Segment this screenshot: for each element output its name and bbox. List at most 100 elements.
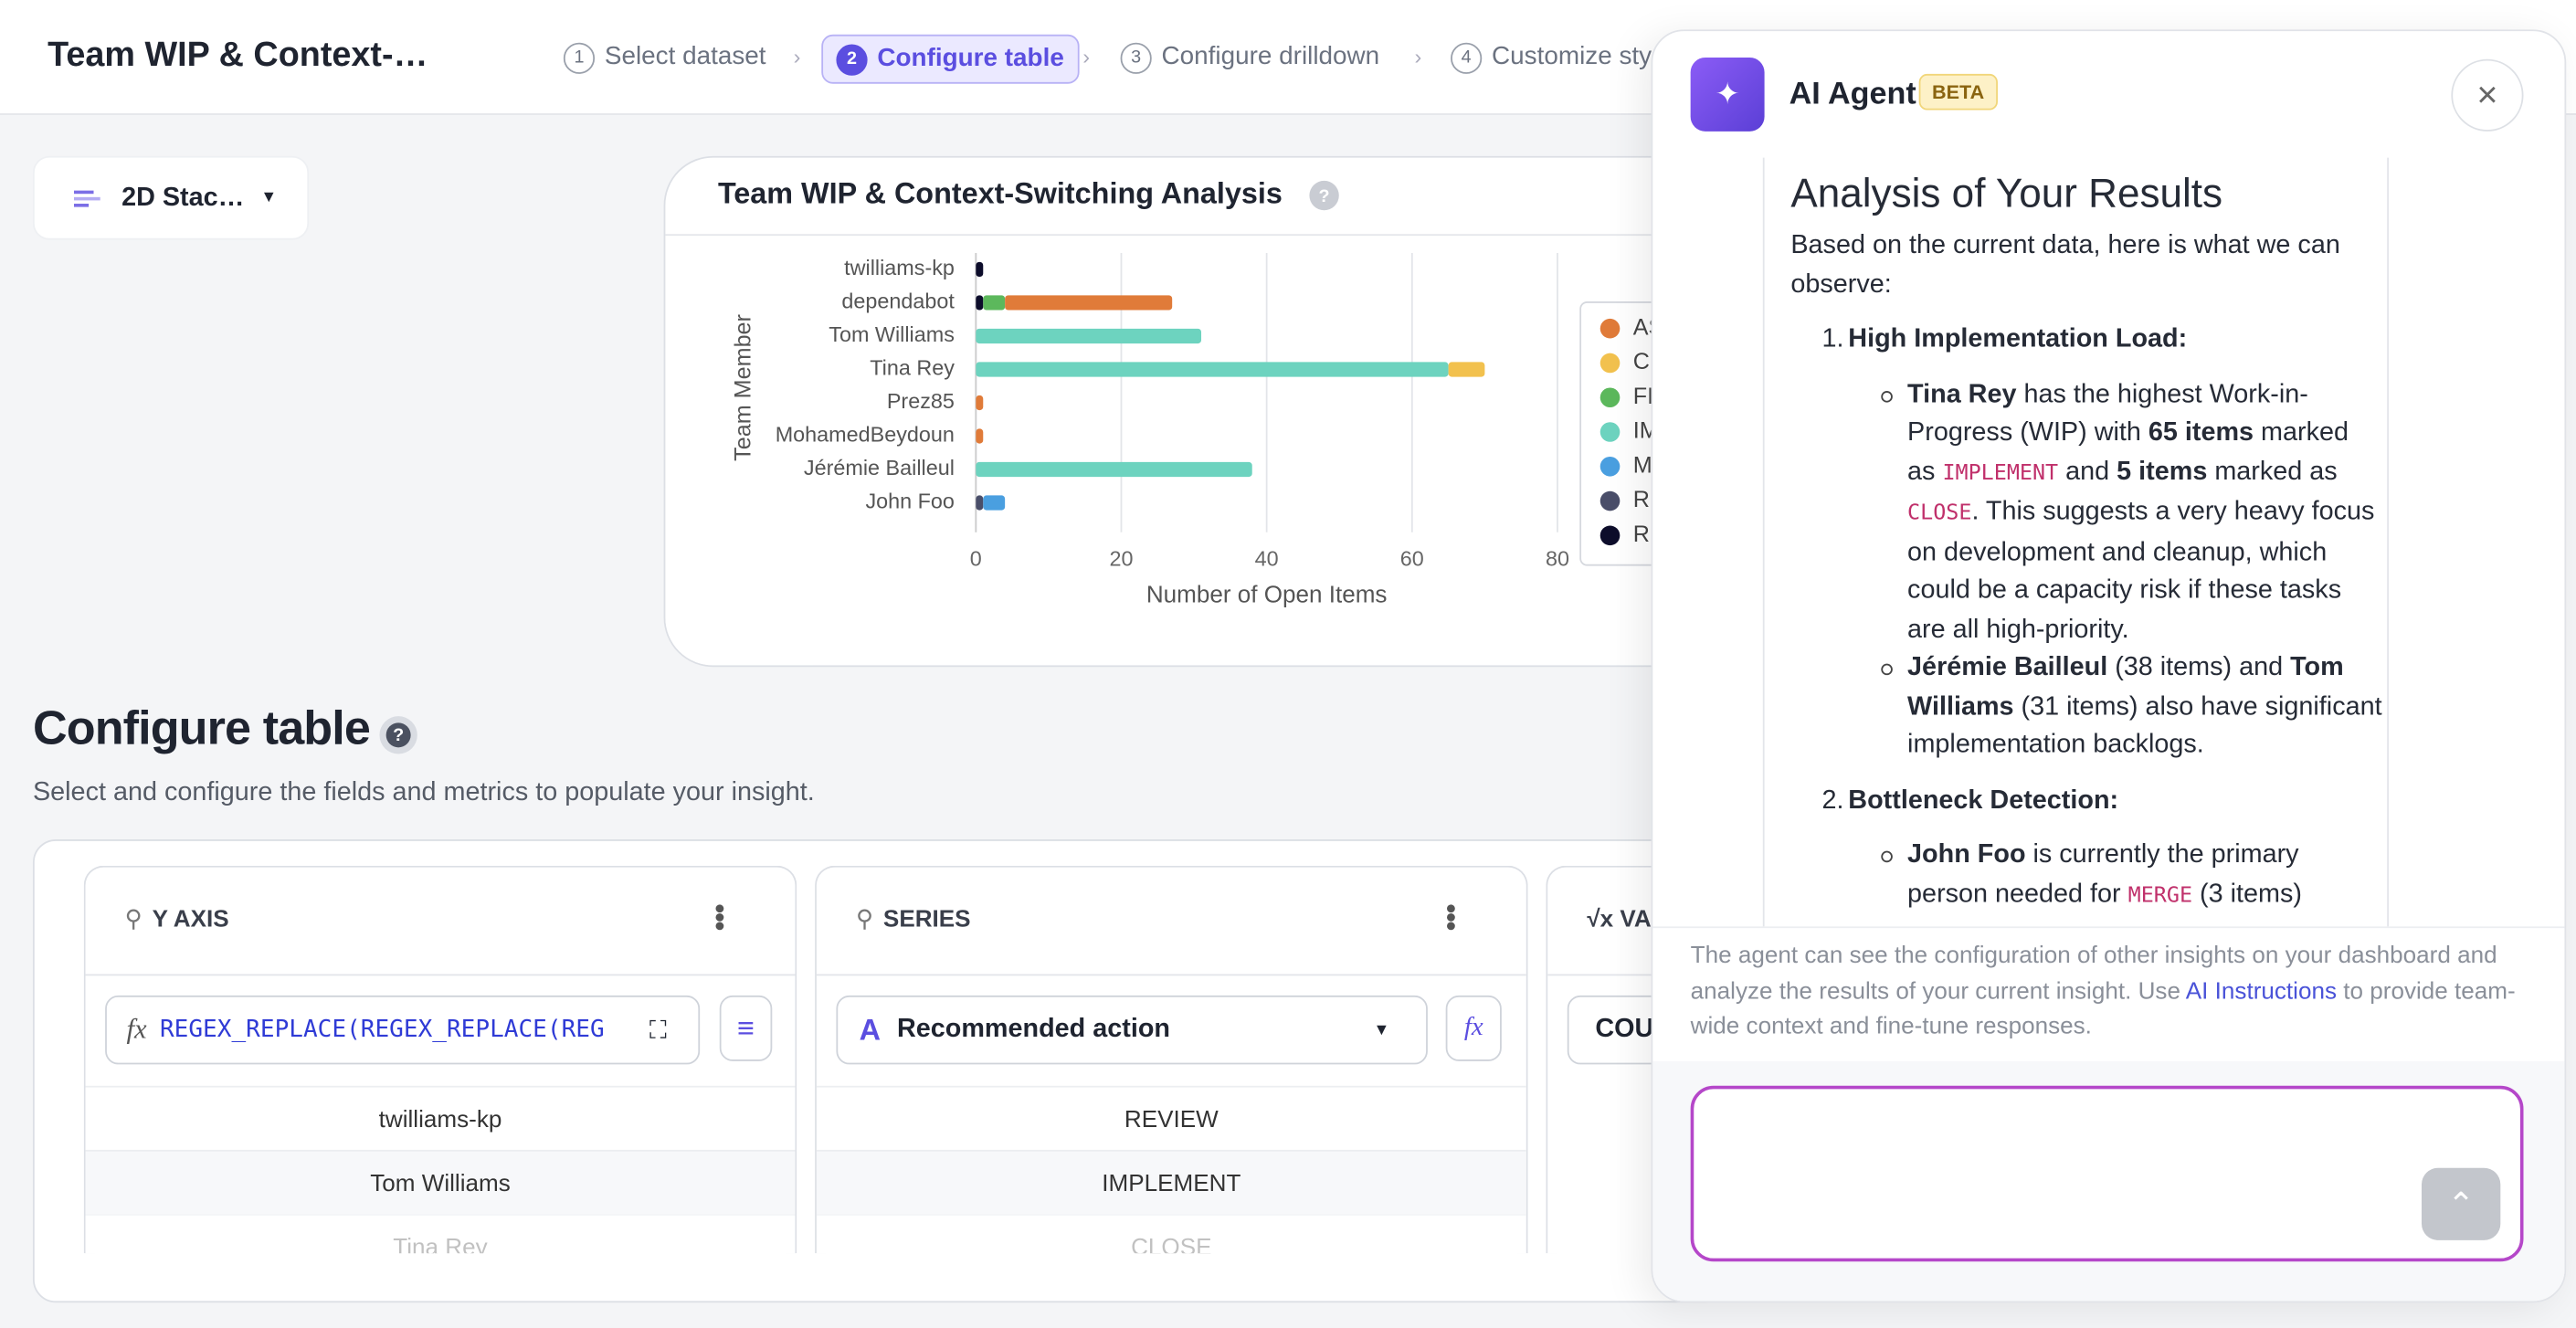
text: Jérémie Bailleul: [1907, 653, 2108, 682]
text: 65 items: [2148, 418, 2254, 448]
step-label: Configure drilldown: [1161, 42, 1380, 71]
y-tick-label: Tom Williams: [829, 322, 955, 346]
chart-type-selector[interactable]: 2D Stac… ▼: [32, 155, 310, 240]
list-button[interactable]: ≡: [719, 995, 773, 1061]
step[interactable]: 2 Configure table: [821, 34, 1080, 84]
bar-segment: [976, 461, 1252, 478]
fx-label: fx: [126, 1013, 147, 1045]
bullet: John Foo is currently the primary person…: [1848, 836, 2382, 914]
bar-segment: [976, 261, 984, 278]
list-label: Bottleneck Detection:: [1848, 785, 2119, 815]
cell: Tom Williams: [370, 1170, 511, 1197]
bar-icon: [73, 189, 100, 206]
text: (38 items) and: [2107, 653, 2291, 682]
chevron: ›: [1414, 44, 1422, 69]
text: (31 items) also have significant impleme…: [1907, 692, 2382, 759]
message-input[interactable]: [1690, 1085, 2524, 1262]
menu[interactable]: •••: [702, 903, 736, 930]
legend-swatch: [1599, 387, 1621, 408]
divider: [85, 974, 796, 976]
ai-agent-panel: ✦ AI Agent BETA × Analysis of Your Resul…: [1651, 29, 2567, 1303]
cell: twilliams-kp: [378, 1106, 502, 1133]
step[interactable]: 1 Select dataset: [563, 35, 766, 80]
chart-body: [665, 235, 1750, 666]
step[interactable]: 3 Configure drilldown: [1120, 35, 1380, 80]
y-tick-label: John Foo: [865, 490, 954, 513]
instructions-link[interactable]: AI Instructions: [2185, 978, 2338, 1005]
formula-text: REGEX_REPLACE(REGEX_REPLACE(REG: [159, 1017, 605, 1044]
table-row: CLOSE: [816, 1214, 1526, 1253]
table-row: IMPLEMENT: [816, 1149, 1526, 1216]
step-label: Select dataset: [604, 42, 766, 71]
text: (3 items): [2192, 880, 2302, 908]
text: Tina Rey: [1907, 380, 2017, 408]
text: 5 items: [2117, 457, 2208, 486]
text: marked as: [1907, 418, 2349, 486]
x-tick-label: 40: [1255, 546, 1279, 570]
fx-label: fx: [1463, 1013, 1483, 1042]
divider: [816, 974, 1526, 976]
message-heading: Analysis of Your Results: [1790, 172, 2223, 217]
list-label: High Implementation Load:: [1848, 325, 2188, 353]
legend-swatch: [1599, 353, 1621, 374]
column-title-text: Y AXIS: [152, 906, 229, 933]
type-icon: A: [859, 1012, 881, 1046]
step-label: Customize sty: [1492, 42, 1652, 71]
field-select[interactable]: A Recommended action ▼: [836, 995, 1428, 1065]
list-num: 2.: [1821, 785, 1844, 815]
section-subtitle: Select and configure the fields and metr…: [32, 778, 815, 807]
fx-button[interactable]: fx: [1445, 995, 1502, 1061]
agent-note: The agent can see the configuration of o…: [1691, 940, 2537, 1046]
help-icon[interactable]: [1309, 180, 1339, 211]
divider: [1652, 926, 2565, 929]
bar-segment: [976, 362, 1449, 377]
message-area: Analysis of Your Results Based on the cu…: [1652, 157, 2564, 927]
bar-segment: [1448, 362, 1485, 377]
caret: ▼: [1373, 1020, 1390, 1039]
step-label: Configure table: [877, 44, 1064, 73]
bar-segment: [983, 495, 1006, 511]
legend-swatch: [1599, 456, 1621, 477]
bar-segment: [976, 328, 1202, 344]
field-name: COU: [1595, 1015, 1654, 1044]
y-tick-label: Prez85: [887, 389, 955, 413]
message: Analysis of Your Results Based on the cu…: [1790, 171, 2381, 926]
list-num: 1.: [1821, 325, 1844, 353]
table-row: Tom Williams: [85, 1149, 796, 1216]
send-button[interactable]: ⌃: [2421, 1167, 2501, 1240]
insight-title: Team WIP & Context-…: [48, 36, 428, 74]
bar-segment: [983, 295, 1006, 311]
agent-icon: ✦: [1690, 57, 1765, 132]
text: is currently the primary person needed f…: [1907, 840, 2299, 908]
beta-badge: BETA: [1918, 73, 1998, 111]
step[interactable]: 4 Customize sty: [1451, 35, 1652, 80]
menu[interactable]: •••: [1434, 903, 1468, 930]
y-tick-label: MohamedBeydoun: [776, 423, 955, 447]
list: 1. High Implementation Load: Tina Rey has…: [1790, 321, 2382, 915]
cell: Tina Rey: [393, 1234, 488, 1254]
chart: Team WIP & Context-Switching Analysis ? …: [665, 177, 1750, 666]
column-title-text: SERIES: [882, 906, 971, 933]
step-num: 1: [563, 41, 596, 74]
text: marked as: [2207, 457, 2338, 486]
legend-swatch: [1599, 318, 1621, 339]
bullet: Tina Rey has the highest Work-in-Progres…: [1848, 375, 2382, 648]
bar-segment: [976, 495, 984, 511]
text: John Foo: [1907, 840, 2026, 870]
column-title-text: VA: [1620, 906, 1652, 933]
table-row: REVIEW: [816, 1085, 1526, 1152]
y-tick-label: twilliams-kp: [844, 256, 955, 279]
message-block: [1762, 157, 2390, 927]
step-num: 3: [1120, 41, 1152, 74]
text: and: [2058, 457, 2117, 486]
code: MERGE: [2127, 882, 2193, 908]
close-button[interactable]: ×: [2451, 58, 2524, 132]
x-tick-label: 60: [1400, 546, 1424, 570]
formula-field[interactable]: fx REGEX_REPLACE(REGEX_REPLACE(REG ⛶: [105, 995, 701, 1065]
expand-icon[interactable]: ⛶: [649, 1016, 667, 1044]
text: has the highest Work-in-Progress (WIP) w…: [1907, 380, 2308, 448]
table-row: twilliams-kp: [85, 1085, 796, 1152]
x-tick-label: 0: [970, 546, 982, 570]
help-icon[interactable]: ?: [379, 716, 417, 754]
